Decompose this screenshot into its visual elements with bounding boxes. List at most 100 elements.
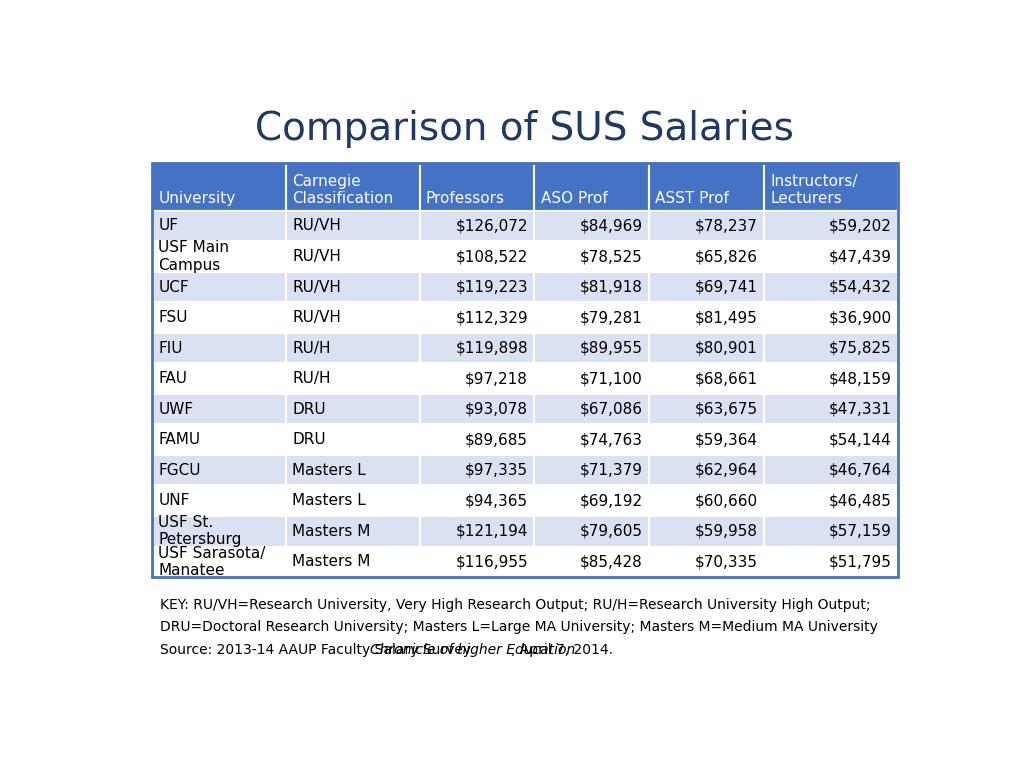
Text: $71,100: $71,100 [580,371,643,386]
Text: Comparison of SUS Salaries: Comparison of SUS Salaries [255,110,795,148]
Text: $121,194: $121,194 [456,524,528,539]
Bar [764,485,898,516]
Bar [286,363,420,394]
Text: DRU: DRU [292,432,326,447]
Bar [420,163,535,210]
Bar [286,485,420,516]
Bar [420,455,535,485]
Bar [535,241,649,272]
Bar [152,455,286,485]
Text: $36,900: $36,900 [828,310,892,325]
Bar [286,241,420,272]
Bar [649,516,764,547]
Text: FIU: FIU [158,341,182,356]
Bar [152,272,286,303]
Text: Masters L: Masters L [292,463,366,478]
Bar [420,394,535,425]
Bar [152,547,286,577]
Text: DRU: DRU [292,402,326,417]
Text: $81,495: $81,495 [694,310,758,325]
Bar [764,303,898,333]
Bar [152,485,286,516]
Text: University: University [158,191,236,206]
Text: $97,218: $97,218 [465,371,528,386]
Text: ASST Prof: ASST Prof [655,191,729,206]
Bar [286,303,420,333]
Bar [152,425,286,455]
Bar [420,547,535,577]
Text: RU/H: RU/H [292,371,331,386]
Text: $84,969: $84,969 [580,218,643,233]
Text: $65,826: $65,826 [694,249,758,264]
Text: $112,329: $112,329 [456,310,528,325]
Bar [649,163,764,210]
Text: Masters M: Masters M [292,554,371,569]
Bar [152,241,286,272]
Text: $78,237: $78,237 [694,218,758,233]
Text: DRU=Doctoral Research University; Masters L=Large MA University; Masters M=Mediu: DRU=Doctoral Research University; Master… [160,621,878,634]
Bar [286,333,420,363]
Text: $79,605: $79,605 [580,524,643,539]
Bar [535,455,649,485]
Bar [420,425,535,455]
Bar [649,333,764,363]
Text: $74,763: $74,763 [580,432,643,447]
Text: $51,795: $51,795 [828,554,892,569]
Text: $69,741: $69,741 [694,280,758,295]
Text: $93,078: $93,078 [465,402,528,417]
Text: , April 7, 2014.: , April 7, 2014. [511,643,613,657]
Bar [420,272,535,303]
Bar [286,163,420,210]
Text: $89,685: $89,685 [465,432,528,447]
Bar [535,425,649,455]
Text: ASO Prof: ASO Prof [541,191,607,206]
Bar [286,272,420,303]
Text: RU/H: RU/H [292,341,331,356]
Text: RU/VH: RU/VH [292,218,341,233]
Bar [420,485,535,516]
Bar [420,516,535,547]
Bar [286,547,420,577]
Text: $97,335: $97,335 [465,463,528,478]
Bar [152,210,286,241]
Bar [649,547,764,577]
Text: $80,901: $80,901 [694,341,758,356]
Bar [286,516,420,547]
Text: USF Main
Campus: USF Main Campus [158,240,229,273]
Text: Source: 2013-14 AAUP Faculty Salary Survey: Source: 2013-14 AAUP Faculty Salary Surv… [160,643,475,657]
Bar [152,394,286,425]
Text: FSU: FSU [158,310,187,325]
Bar [535,547,649,577]
Text: $126,072: $126,072 [456,218,528,233]
Bar [152,516,286,547]
Text: FGCU: FGCU [158,463,201,478]
Text: $75,825: $75,825 [828,341,892,356]
Bar [286,455,420,485]
Text: USF St.
Petersburg: USF St. Petersburg [158,515,242,548]
Bar [649,241,764,272]
Text: FAMU: FAMU [158,432,201,447]
Text: $119,898: $119,898 [456,341,528,356]
Bar [535,363,649,394]
Bar [764,210,898,241]
Bar [535,210,649,241]
Text: $47,439: $47,439 [828,249,892,264]
Bar [649,425,764,455]
Text: RU/VH: RU/VH [292,310,341,325]
Text: $59,202: $59,202 [828,218,892,233]
Text: Professors: Professors [426,191,505,206]
Bar [420,210,535,241]
Bar [764,516,898,547]
Text: $71,379: $71,379 [580,463,643,478]
Text: $54,144: $54,144 [828,432,892,447]
Text: Carnegie
Classification: Carnegie Classification [292,174,393,206]
Text: UNF: UNF [158,493,189,508]
Text: FAU: FAU [158,371,187,386]
Text: UWF: UWF [158,402,194,417]
Bar [535,516,649,547]
Bar [286,210,420,241]
Text: $46,764: $46,764 [828,463,892,478]
Bar [764,455,898,485]
Text: $81,918: $81,918 [580,280,643,295]
Bar [286,425,420,455]
